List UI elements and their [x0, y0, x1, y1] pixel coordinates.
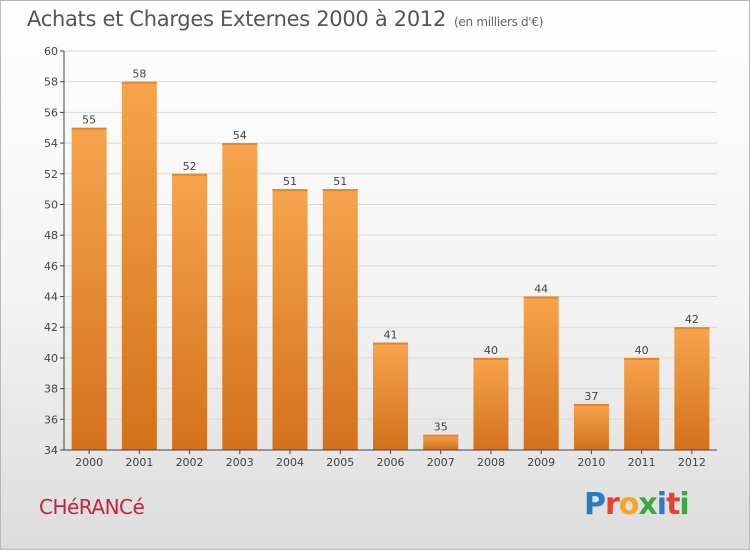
bar-value-label: 42	[685, 313, 699, 326]
bar-value-label: 41	[384, 329, 398, 342]
commune-name: CHéRANCé	[39, 495, 145, 519]
bar-value-label: 35	[434, 421, 448, 434]
bar	[523, 296, 559, 450]
bar-value-label: 40	[635, 344, 649, 357]
bar-top-edge	[624, 357, 660, 360]
axis-layer	[60, 50, 717, 454]
x-tick-label: 2002	[176, 456, 204, 469]
y-tick-label: 44	[44, 291, 58, 304]
bar-top-edge	[523, 296, 559, 299]
bar-value-label: 40	[484, 344, 498, 357]
bar-value-label: 37	[584, 390, 598, 403]
proxiti-logo: Proxiti	[584, 487, 690, 522]
x-tick-label: 2008	[477, 456, 505, 469]
bar	[373, 342, 408, 450]
logo-letter: P	[584, 487, 606, 522]
bar	[172, 173, 208, 450]
x-tick-label: 2011	[628, 456, 656, 469]
bars-layer	[71, 81, 710, 451]
bar-top-edge	[674, 327, 710, 330]
x-tick-label: 2010	[577, 456, 605, 469]
bar	[121, 81, 157, 450]
logo-letter: x	[638, 487, 657, 522]
bar	[71, 127, 107, 450]
bar-top-edge	[222, 143, 258, 146]
bar	[674, 327, 710, 450]
logo-letter: t	[666, 487, 680, 522]
logo-letter: o	[618, 487, 640, 522]
y-tick-label: 40	[44, 352, 58, 365]
x-tick-label: 2006	[377, 456, 405, 469]
bar-top-edge	[573, 403, 609, 406]
y-tick-label: 46	[44, 260, 58, 273]
bar	[423, 434, 459, 450]
logo-letter: i	[679, 487, 689, 522]
y-tick-label: 50	[44, 198, 58, 211]
bar-top-edge	[172, 173, 208, 176]
bar-value-label: 54	[233, 129, 247, 142]
y-tick-label: 48	[44, 229, 58, 242]
y-tick-label: 60	[44, 45, 58, 58]
x-tick-label: 2009	[527, 456, 555, 469]
chart-title-text: Achats et Charges Externes 2000 à 2012	[27, 7, 447, 31]
x-tick-label: 2007	[427, 456, 455, 469]
bar-top-edge	[121, 81, 157, 84]
x-tick-label: 2012	[678, 456, 706, 469]
y-tick-label: 58	[44, 76, 58, 89]
chart-title: Achats et Charges Externes 2000 à 2012 (e…	[27, 7, 543, 31]
x-tick-label: 2000	[75, 456, 103, 469]
bar-value-label: 55	[82, 114, 96, 127]
bar-top-edge	[373, 342, 408, 345]
x-tick-label: 2004	[276, 456, 304, 469]
logo-letter: r	[605, 487, 620, 522]
y-tick-label: 56	[44, 106, 58, 119]
y-tick-label: 38	[44, 383, 58, 396]
logo-letter: i	[656, 487, 667, 522]
y-tick-label: 52	[44, 168, 58, 181]
bar-value-label: 44	[534, 283, 548, 296]
bar-top-edge	[272, 189, 308, 192]
x-tick-label: 2001	[125, 456, 153, 469]
labels-layer: 34 36 38 40 42 44 46 48 50 52 54 56 58 60 55 2000 58 2001…	[44, 45, 706, 469]
bar	[473, 357, 509, 450]
bar-value-label: 51	[333, 175, 347, 188]
bar	[272, 189, 308, 450]
bar	[222, 143, 258, 451]
x-tick-label: 2005	[326, 456, 354, 469]
y-tick-label: 34	[44, 444, 58, 457]
bar	[322, 189, 358, 450]
bar	[573, 403, 609, 450]
bar	[624, 357, 660, 450]
bar-top-edge	[71, 127, 107, 130]
chart-subtitle: (en milliers d'€)	[454, 15, 544, 29]
bar-top-edge	[473, 357, 509, 360]
bar-top-edge	[423, 434, 459, 437]
y-tick-label: 42	[44, 321, 58, 334]
bar-value-label: 58	[132, 68, 146, 81]
bar-value-label: 52	[183, 160, 197, 173]
y-tick-label: 36	[44, 413, 58, 426]
bar-value-label: 51	[283, 175, 297, 188]
x-tick-label: 2003	[226, 456, 254, 469]
y-tick-label: 54	[44, 137, 58, 150]
bar-top-edge	[322, 189, 358, 192]
